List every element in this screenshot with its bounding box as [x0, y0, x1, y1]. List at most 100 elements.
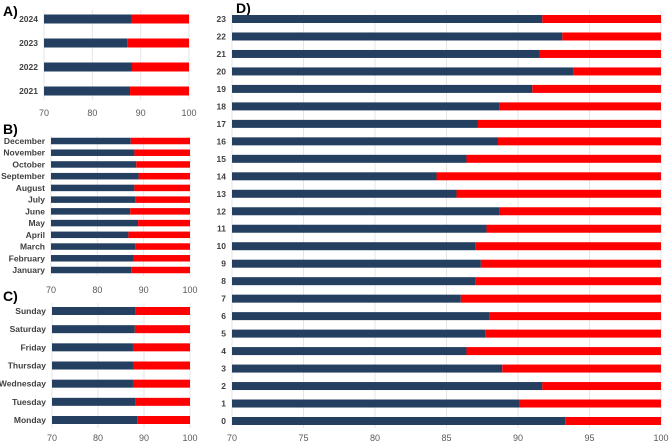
bar-remainder: [131, 266, 190, 274]
bar-remainder: [499, 207, 661, 216]
category-label: 22: [217, 31, 227, 41]
category-label: 21: [217, 49, 227, 59]
x-tick-label: 90: [139, 433, 149, 443]
bar-remainder: [489, 312, 661, 321]
bar-value: [232, 119, 478, 128]
bar-remainder: [573, 67, 661, 76]
category-label: February: [9, 253, 46, 263]
bar-value: [232, 32, 563, 41]
panel-label: D): [236, 0, 251, 16]
bar-remainder: [542, 15, 661, 23]
bar-value: [51, 149, 135, 156]
category-label: 18: [217, 101, 227, 111]
category-label: January: [12, 265, 45, 275]
bar-remainder: [499, 102, 661, 111]
x-tick-label: 75: [298, 433, 308, 443]
x-tick-label: 90: [139, 285, 149, 295]
panel-label: B): [3, 121, 18, 137]
bar-remainder: [565, 417, 661, 425]
category-label: 14: [217, 171, 227, 181]
bar-value: [51, 172, 139, 180]
bar-value: [52, 397, 136, 406]
x-tick-label: 95: [584, 433, 594, 443]
bar-value: [51, 231, 129, 239]
category-label: 13: [217, 189, 227, 199]
bar-remainder: [466, 154, 661, 163]
x-tick-label: 80: [370, 433, 380, 443]
category-label: November: [3, 148, 45, 158]
bar-remainder: [562, 32, 661, 41]
x-tick-label: 85: [441, 433, 451, 443]
category-label: April: [26, 230, 45, 240]
x-tick-label: 100: [653, 433, 668, 443]
bar-remainder: [456, 189, 661, 198]
bar-remainder: [539, 49, 661, 58]
bar-remainder: [134, 325, 190, 334]
bar-value: [232, 347, 467, 356]
category-label: Monday: [14, 415, 46, 425]
bar-value: [44, 62, 132, 72]
category-label: 0: [221, 416, 226, 426]
category-label: 23: [217, 14, 227, 24]
x-tick-label: 70: [227, 433, 237, 443]
bar-remainder: [486, 224, 661, 233]
category-label: 20: [217, 66, 227, 76]
bar-value: [52, 361, 134, 370]
bar-remainder: [131, 62, 189, 72]
bar-remainder: [502, 364, 661, 373]
x-tick-label: 80: [87, 108, 97, 118]
bar-value: [52, 379, 133, 388]
bar-remainder: [136, 161, 190, 168]
bar-remainder: [128, 231, 190, 239]
bar-value: [232, 49, 540, 58]
bar-remainder: [460, 294, 661, 303]
x-tick-label: 90: [136, 108, 146, 118]
category-label: March: [20, 242, 45, 252]
bar-remainder: [485, 329, 661, 338]
category-label: Tuesday: [12, 397, 46, 407]
category-label: 2024: [19, 14, 38, 24]
bar-remainder: [519, 399, 661, 408]
category-label: June: [25, 206, 45, 216]
bar-value: [232, 329, 486, 338]
bar-value: [232, 67, 574, 76]
bar-remainder: [132, 379, 190, 388]
bar-value: [232, 382, 543, 391]
bar-remainder: [130, 86, 189, 96]
category-label: 11: [217, 224, 226, 234]
bar-value: [232, 189, 457, 198]
bar-remainder: [466, 347, 661, 356]
panel-label: A): [3, 3, 18, 19]
bar-remainder: [131, 14, 189, 24]
bar-value: [232, 294, 461, 303]
bar-value: [51, 196, 136, 203]
bar-value: [232, 207, 500, 216]
category-label: 5: [221, 329, 226, 339]
category-label: 8: [221, 276, 226, 286]
bar-remainder: [135, 307, 190, 315]
bar-remainder: [138, 172, 190, 180]
bar-value: [51, 255, 134, 262]
bar-value: [44, 38, 128, 48]
bar-value: [51, 184, 135, 192]
category-label: 1: [221, 399, 226, 409]
category-label: Thursday: [8, 361, 47, 371]
bar-remainder: [135, 397, 190, 406]
category-label: Wednesday: [0, 379, 46, 389]
bar-remainder: [130, 137, 190, 145]
bar-remainder: [477, 119, 661, 128]
bar-remainder: [475, 277, 661, 286]
bar-remainder: [130, 208, 190, 215]
x-tick-label: 100: [182, 285, 197, 295]
bar-remainder: [134, 149, 190, 156]
x-tick-label: 70: [46, 285, 56, 295]
category-label: 19: [217, 84, 227, 94]
bar-remainder: [135, 243, 190, 250]
bar-value: [44, 14, 131, 24]
category-label: 10: [217, 241, 227, 251]
category-label: 2021: [19, 86, 38, 96]
category-label: 9: [221, 259, 226, 269]
bar-value: [232, 312, 490, 321]
category-label: 6: [221, 311, 226, 321]
